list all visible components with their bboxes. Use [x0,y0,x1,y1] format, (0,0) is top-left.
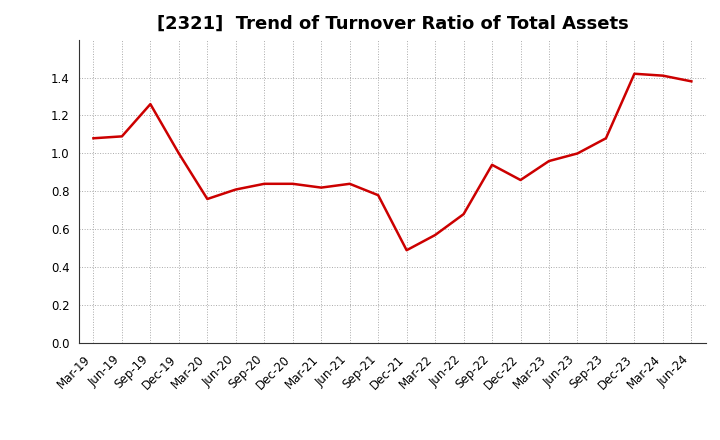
Title: [2321]  Trend of Turnover Ratio of Total Assets: [2321] Trend of Turnover Ratio of Total … [156,15,629,33]
